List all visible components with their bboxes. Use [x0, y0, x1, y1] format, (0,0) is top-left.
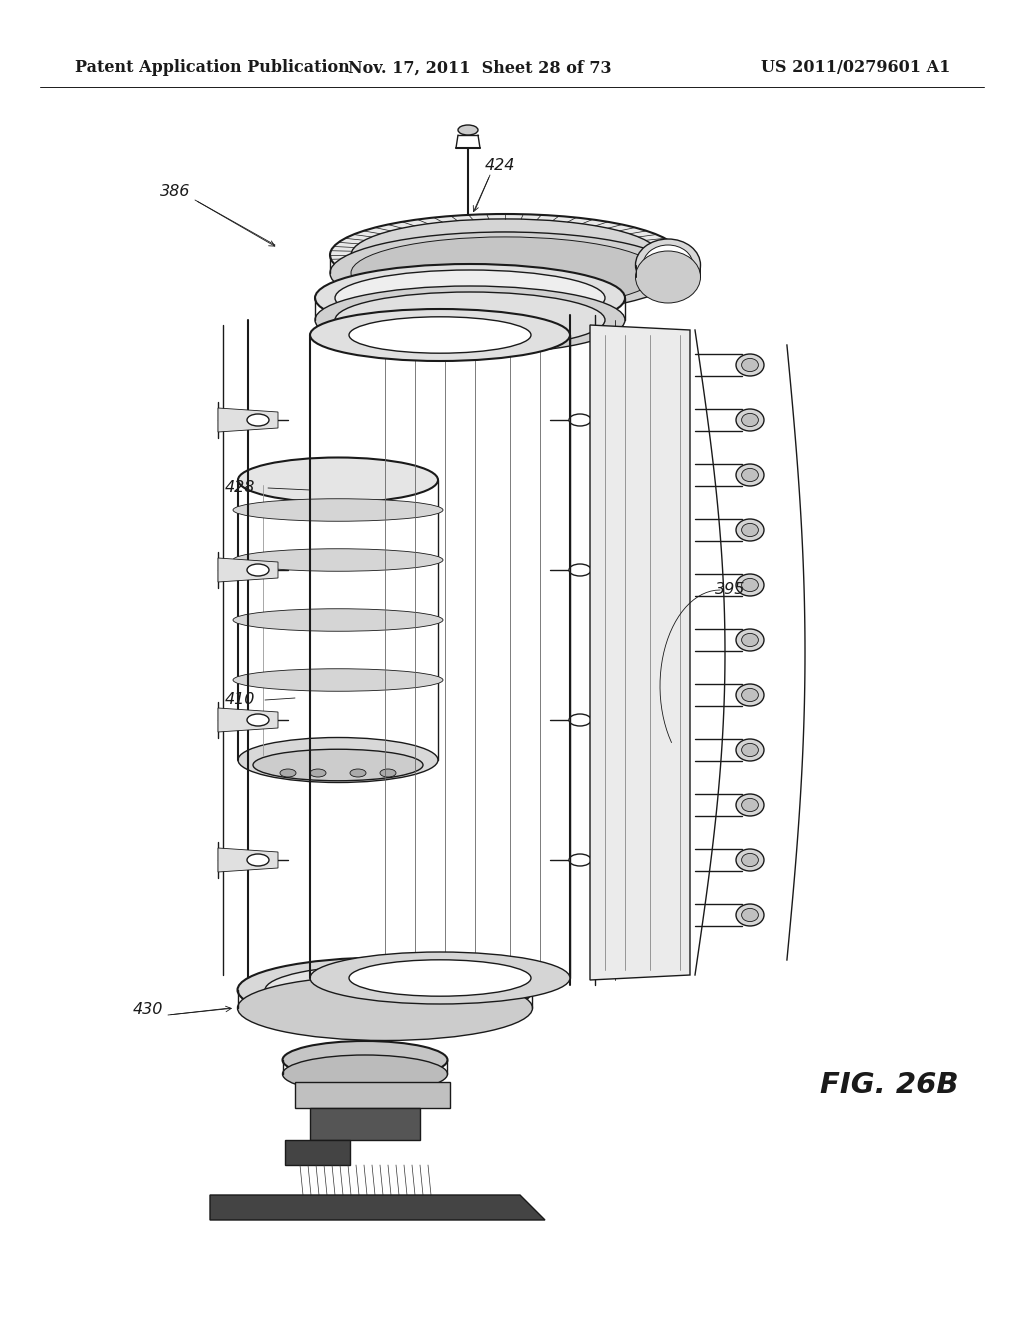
Ellipse shape [335, 271, 605, 326]
Ellipse shape [238, 957, 532, 1023]
Ellipse shape [569, 854, 591, 866]
Polygon shape [285, 1140, 350, 1166]
Text: Patent Application Publication: Patent Application Publication [75, 59, 350, 77]
Ellipse shape [280, 770, 296, 777]
Ellipse shape [741, 799, 759, 812]
Polygon shape [210, 1195, 545, 1220]
Text: 386: 386 [160, 185, 190, 199]
Ellipse shape [310, 770, 326, 777]
Ellipse shape [233, 549, 443, 572]
Ellipse shape [736, 465, 764, 486]
Polygon shape [310, 1107, 420, 1140]
Ellipse shape [351, 236, 659, 309]
Ellipse shape [741, 854, 759, 867]
Ellipse shape [741, 413, 759, 426]
Polygon shape [218, 558, 278, 582]
Ellipse shape [330, 232, 680, 314]
Ellipse shape [349, 960, 531, 997]
Polygon shape [590, 325, 690, 979]
Polygon shape [218, 408, 278, 432]
Ellipse shape [233, 499, 443, 521]
Ellipse shape [265, 965, 505, 1015]
Ellipse shape [335, 292, 605, 348]
Ellipse shape [238, 975, 532, 1040]
Ellipse shape [643, 246, 693, 285]
Ellipse shape [350, 770, 366, 777]
Ellipse shape [283, 1041, 447, 1078]
Ellipse shape [247, 714, 269, 726]
Text: FIG. 26B: FIG. 26B [820, 1071, 958, 1100]
Text: 424: 424 [484, 157, 515, 173]
Text: 395: 395 [715, 582, 745, 598]
Ellipse shape [349, 317, 531, 354]
Ellipse shape [569, 714, 591, 726]
Ellipse shape [741, 524, 759, 537]
Ellipse shape [247, 414, 269, 426]
Ellipse shape [247, 564, 269, 576]
Polygon shape [218, 847, 278, 873]
Ellipse shape [736, 739, 764, 762]
Ellipse shape [741, 908, 759, 921]
Ellipse shape [736, 574, 764, 597]
Ellipse shape [736, 795, 764, 816]
Ellipse shape [351, 219, 659, 292]
Ellipse shape [233, 669, 443, 692]
Ellipse shape [569, 414, 591, 426]
Ellipse shape [283, 1055, 447, 1093]
Ellipse shape [409, 232, 601, 277]
Text: US 2011/0279601 A1: US 2011/0279601 A1 [761, 59, 950, 77]
Ellipse shape [247, 854, 269, 866]
Ellipse shape [315, 286, 625, 354]
Ellipse shape [380, 770, 396, 777]
Text: 430: 430 [133, 1002, 163, 1018]
Ellipse shape [310, 309, 570, 360]
Ellipse shape [330, 214, 680, 296]
Ellipse shape [736, 519, 764, 541]
Ellipse shape [315, 264, 625, 333]
Ellipse shape [238, 458, 438, 503]
Ellipse shape [310, 952, 570, 1005]
Text: 428: 428 [225, 480, 255, 495]
Ellipse shape [736, 630, 764, 651]
Ellipse shape [238, 738, 438, 783]
Ellipse shape [569, 564, 591, 576]
Ellipse shape [636, 251, 700, 304]
Ellipse shape [741, 689, 759, 702]
Ellipse shape [736, 684, 764, 706]
Text: 410: 410 [225, 693, 255, 708]
Ellipse shape [736, 409, 764, 432]
Ellipse shape [253, 750, 423, 780]
Ellipse shape [736, 904, 764, 927]
Ellipse shape [741, 743, 759, 756]
Ellipse shape [636, 239, 700, 290]
Ellipse shape [741, 469, 759, 482]
Ellipse shape [458, 125, 478, 135]
Text: Nov. 17, 2011  Sheet 28 of 73: Nov. 17, 2011 Sheet 28 of 73 [348, 59, 611, 77]
Ellipse shape [736, 354, 764, 376]
Ellipse shape [233, 609, 443, 631]
Polygon shape [218, 708, 278, 733]
Ellipse shape [741, 578, 759, 591]
Ellipse shape [741, 359, 759, 372]
Polygon shape [295, 1082, 450, 1107]
Ellipse shape [736, 849, 764, 871]
Ellipse shape [741, 634, 759, 647]
